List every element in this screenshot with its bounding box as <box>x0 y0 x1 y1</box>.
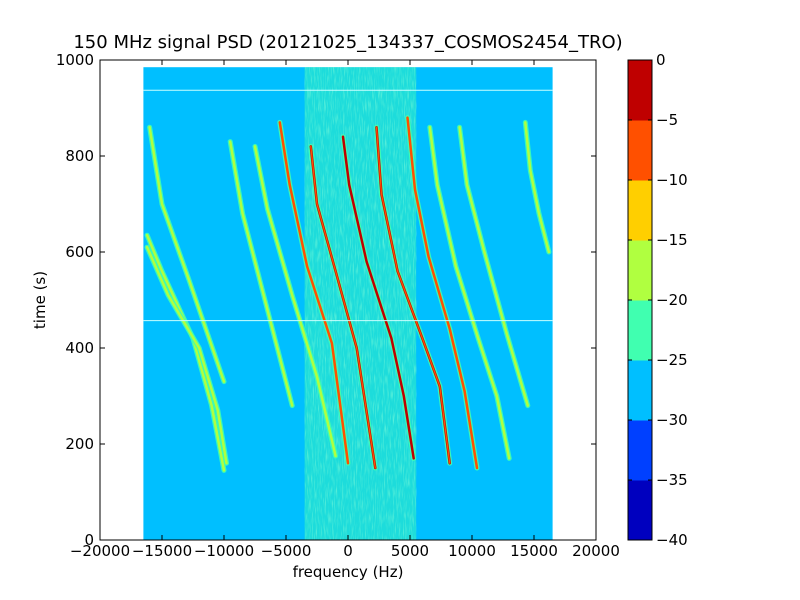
colorbar-segment <box>628 180 652 241</box>
signal-trace <box>147 124 227 385</box>
colorbar-tick-label: −10 <box>656 171 688 189</box>
x-axis: −20000 −15000 −10000 −5000 0 5000 10000 15000 20… <box>70 60 620 560</box>
spectrogram <box>143 67 553 540</box>
signal-trace <box>227 139 295 409</box>
colorbar-segment <box>628 60 652 121</box>
x-tick-label: 5000 <box>391 542 429 560</box>
noise-texture <box>304 67 417 540</box>
x-tick-label: 0 <box>343 542 353 560</box>
x-axis-label: frequency (Hz) <box>293 563 404 581</box>
y-tick-label: 400 <box>65 339 94 357</box>
colorbar-segment <box>628 420 652 481</box>
signal-trace <box>340 134 417 461</box>
y-tick-label: 1000 <box>56 51 94 69</box>
x-tick-label: −10000 <box>194 542 254 560</box>
signal-trace <box>308 143 378 471</box>
y-axis: 0 200 400 600 800 1000 <box>56 51 596 549</box>
colorbar-segment <box>628 240 652 301</box>
colorbar: −40 −35 −30 −25 −20 −15 −10 −5 0 <box>627 51 688 549</box>
chart-title: 150 MHz signal PSD (20121025_134337_COSM… <box>73 32 622 53</box>
y-tick-label: 0 <box>84 531 94 549</box>
colorbar-segment <box>628 120 652 181</box>
colorbar-tick-label: −30 <box>656 411 688 429</box>
colorbar-segment <box>628 300 652 361</box>
x-tick-label: 20000 <box>572 542 620 560</box>
colorbar-tick-label: 0 <box>656 51 666 69</box>
x-tick-label: −15000 <box>132 542 192 560</box>
colorbar-tick-label: −5 <box>656 111 678 129</box>
colorbar-tick-label: −40 <box>656 531 688 549</box>
x-tick-label: −20000 <box>70 542 130 560</box>
colorbar-tick-label: −25 <box>656 351 688 369</box>
signal-trace <box>427 124 512 461</box>
x-tick-label: 15000 <box>510 542 558 560</box>
y-axis-label: time (s) <box>31 271 49 329</box>
colorbar-tick-label: −15 <box>656 231 688 249</box>
signal-trace <box>277 119 351 466</box>
y-tick-label: 200 <box>65 435 94 453</box>
signal-trace <box>144 244 229 466</box>
y-tick-label: 600 <box>65 243 94 261</box>
y-tick-label: 800 <box>65 147 94 165</box>
x-tick-label: 10000 <box>448 542 496 560</box>
colorbar-tick-label: −20 <box>656 291 688 309</box>
colorbar-tick-label: −35 <box>656 471 688 489</box>
colorbar-segment <box>628 480 652 541</box>
signal-trace <box>374 124 453 466</box>
signal-trace <box>405 115 480 471</box>
signal-trace <box>457 124 531 409</box>
colorbar-segment <box>628 360 652 421</box>
signal-trace <box>252 143 339 459</box>
signal-trace <box>522 119 552 255</box>
x-tick-label: −5000 <box>261 542 312 560</box>
